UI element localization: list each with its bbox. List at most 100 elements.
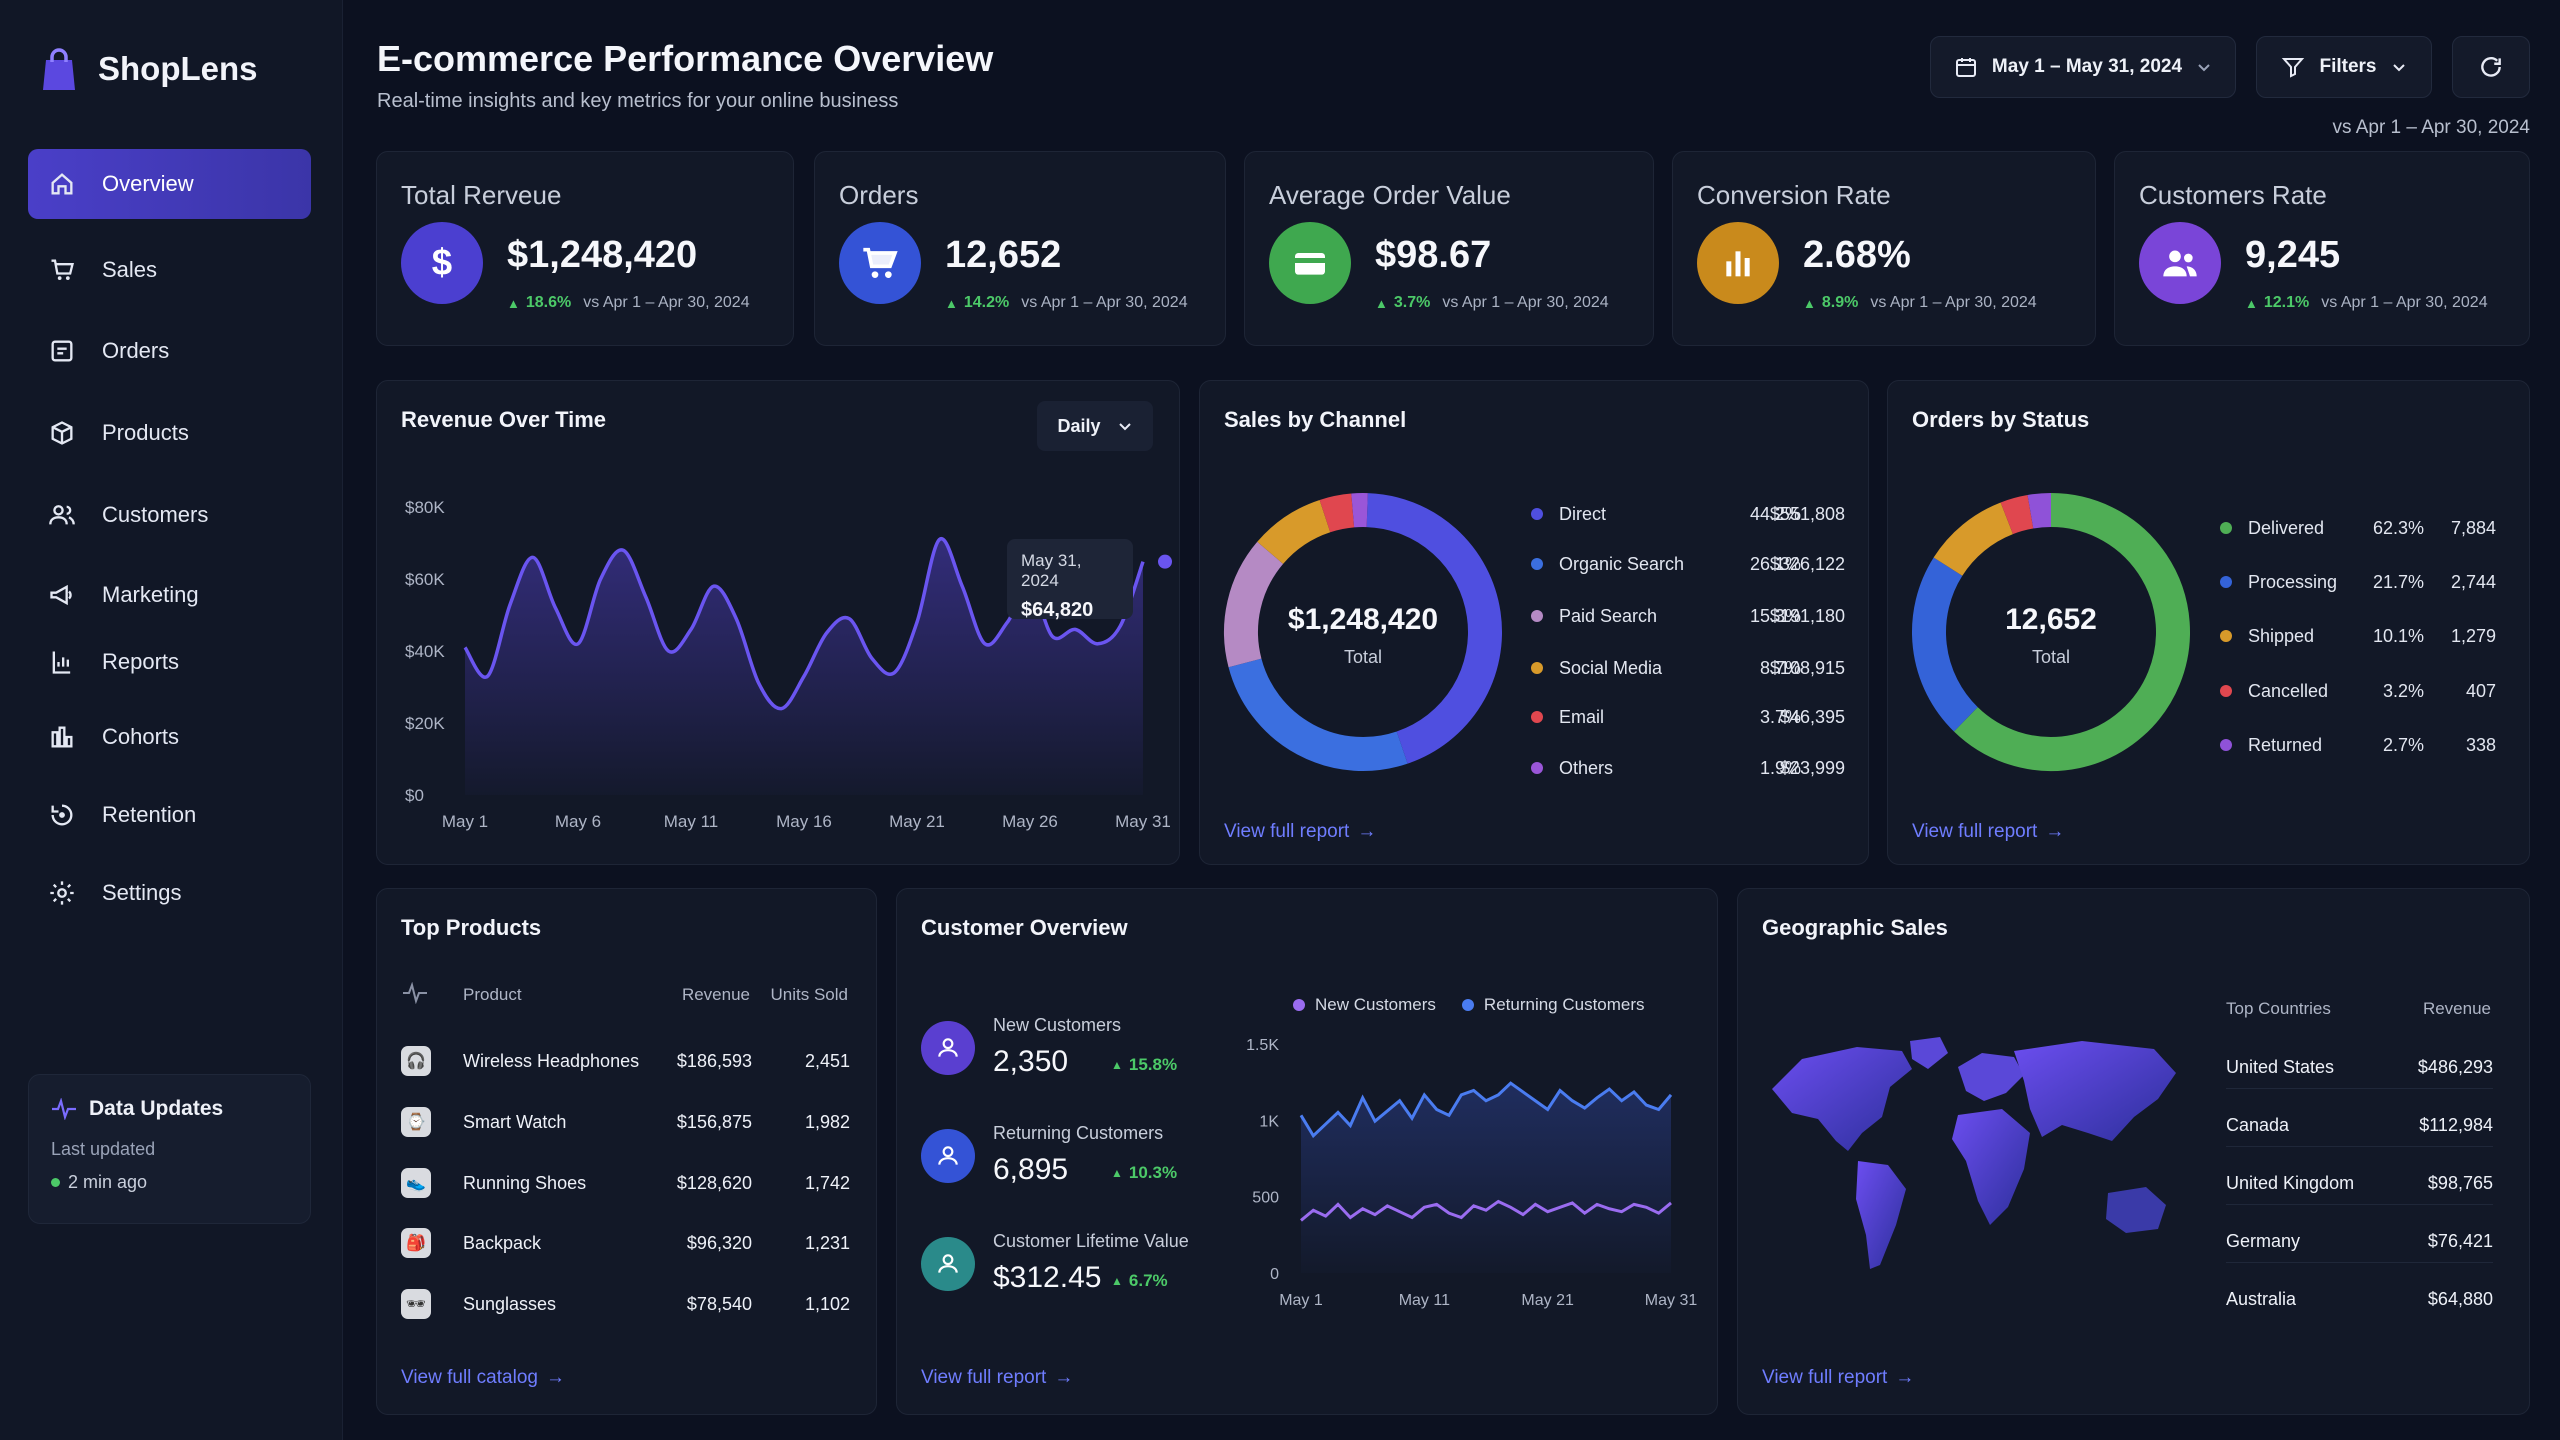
- geo-view-report-link[interactable]: View full report →: [1762, 1367, 1914, 1389]
- legend-name: Email: [1559, 706, 1605, 727]
- donut-slice-processing[interactable]: [1912, 557, 1979, 732]
- donut-slice-organic-search[interactable]: [1228, 658, 1408, 771]
- donut-slice-email[interactable]: [1319, 493, 1355, 533]
- donut-slice-returned[interactable]: [2027, 493, 2052, 529]
- kpi-card[interactable]: Average Order Value $98.67 ▲ 3.7% vs Apr 1 –…: [1244, 151, 1654, 346]
- donut-slice-direct[interactable]: [1366, 493, 1502, 764]
- sidebar-item-overview[interactable]: Overview: [28, 149, 311, 219]
- sidebar-item-retention[interactable]: Retention: [28, 780, 311, 850]
- product-row[interactable]: 🕶 Sunglasses $78,540 1,102: [377, 1284, 878, 1324]
- kpi-change-value: 8.9%: [1821, 294, 1859, 311]
- legend-name: Shipped: [2248, 625, 2315, 646]
- donut-slice-paid-search[interactable]: [1224, 541, 1284, 668]
- status-title: Orders by Status: [1912, 407, 2090, 432]
- bar-chart-icon: [1726, 251, 1750, 277]
- country-row[interactable]: Australia $64,880: [2226, 1281, 2493, 1321]
- product-units: 2,451: [804, 1051, 850, 1071]
- sidebar-item-marketing[interactable]: Marketing: [28, 560, 311, 630]
- kpi-card[interactable]: Total Rerveue $ $1,248,420 ▲ 18.6% vs Apr 1 –…: [376, 151, 794, 346]
- filters-button[interactable]: Filters: [2256, 36, 2432, 98]
- donut-slice-delivered[interactable]: [1953, 493, 2190, 771]
- legend-new: New Customers: [1315, 995, 1436, 1014]
- legend-row[interactable]: Delivered 62.3% 7,884: [2220, 517, 2496, 539]
- customer-legend: New Customers Returning Customers: [1293, 995, 1645, 1015]
- africa-shape: [1952, 1109, 2030, 1225]
- revenue-chart[interactable]: $80K $60K $40K $20K $0 May 1 May 6 May 11 May 16…: [377, 381, 1181, 866]
- app-name: ShopLens: [98, 50, 258, 87]
- legend-row[interactable]: Organic Search 26.1% $326,122: [1531, 553, 1845, 575]
- status-center-label: Total: [2031, 647, 2071, 667]
- sidebar-item-orders[interactable]: Orders: [28, 316, 311, 386]
- legend-name: Returned: [2248, 734, 2323, 755]
- donut-slice-social-media[interactable]: [1257, 499, 1331, 565]
- legend-row[interactable]: Cancelled 3.2% 407: [2220, 680, 2496, 702]
- kpi-change: ▲ 3.7% vs Apr 1 – Apr 30, 2024: [1375, 294, 1609, 312]
- legend-row[interactable]: Returned 2.7% 338: [2220, 734, 2496, 756]
- granularity-select[interactable]: Daily: [1037, 401, 1153, 451]
- x-tick-label: May 1: [1279, 1292, 1323, 1309]
- product-row[interactable]: 👟 Running Shoes $128,620 1,742: [377, 1163, 878, 1203]
- product-row[interactable]: 🎒 Backpack $96,320 1,231: [377, 1223, 878, 1263]
- legend-row[interactable]: Paid Search 15.3% $191,180: [1531, 605, 1845, 627]
- legend-row[interactable]: Others 1.9% $23,999: [1531, 757, 1845, 779]
- date-range-picker[interactable]: May 1 – May 31, 2024: [1930, 36, 2236, 98]
- product-row[interactable]: ⌚ Smart Watch $156,875 1,982: [377, 1102, 878, 1142]
- legend-value: 338: [2465, 734, 2496, 755]
- customer-view-report-link[interactable]: View full report →: [921, 1367, 1073, 1389]
- sidebar-item-reports[interactable]: Reports: [28, 627, 311, 697]
- sidebar-item-label: Reports: [102, 649, 180, 674]
- country-row[interactable]: United States $486,293: [2226, 1049, 2493, 1089]
- legend-row[interactable]: Shipped 10.1% 1,279: [2220, 625, 2496, 647]
- triangle-up-icon: ▲: [1803, 295, 1816, 311]
- legend-row[interactable]: Direct 44.2% $551,808: [1531, 503, 1845, 525]
- sidebar-item-sales[interactable]: Sales: [28, 235, 311, 305]
- logo[interactable]: ShopLens: [38, 46, 258, 92]
- legend-percent: 8.7%: [1759, 657, 1801, 678]
- revenue-over-time-card: Revenue Over Time Daily $80K $60K $40K $20K…: [376, 380, 1180, 865]
- kpi-card[interactable]: Customers Rate 9,245 ▲ 12.1% vs Apr 1 – Apr …: [2114, 151, 2530, 346]
- sidebar-item-label: Retention: [102, 802, 197, 827]
- kpi-change: ▲ 12.1% vs Apr 1 – Apr 30, 2024: [2245, 294, 2488, 312]
- country-row[interactable]: United Kingdom $98,765: [2226, 1165, 2493, 1205]
- chevron-down-icon: [2198, 64, 2210, 72]
- legend-row[interactable]: Email 3.7% $46,395: [1531, 706, 1845, 728]
- report-icon: [52, 651, 71, 674]
- chevron-down-icon: [2392, 64, 2405, 72]
- legend-percent: 3.7%: [1759, 706, 1801, 727]
- world-map[interactable]: [1762, 1029, 2182, 1289]
- chevron-down-icon: [1118, 423, 1131, 431]
- kpi-card[interactable]: Orders 12,652 ▲ 14.2% vs Apr 1 – Apr 30, 202…: [814, 151, 1226, 346]
- legend-row[interactable]: Processing 21.7% 2,744: [2220, 571, 2496, 593]
- australia-shape: [2106, 1187, 2166, 1233]
- last-updated-time: 2 min ago: [68, 1172, 148, 1192]
- view-catalog-link[interactable]: View full catalog →: [401, 1367, 565, 1389]
- country-row[interactable]: Canada $112,984: [2226, 1107, 2493, 1147]
- triangle-up-icon: ▲: [945, 295, 958, 311]
- x-tick-label: May 31: [1645, 1292, 1698, 1309]
- svg-text:$: $: [432, 243, 452, 283]
- sidebar-item-products[interactable]: Products: [28, 398, 311, 468]
- sidebar-item-settings[interactable]: Settings: [28, 858, 311, 928]
- legend-row[interactable]: Social Media 8.7% $108,915: [1531, 657, 1845, 679]
- status-view-report-link[interactable]: View full report →: [1912, 821, 2064, 843]
- product-revenue: $96,320: [686, 1233, 752, 1253]
- refresh-button[interactable]: [2452, 36, 2530, 98]
- donut-slice-cancelled[interactable]: [2000, 494, 2034, 535]
- product-row[interactable]: 🎧 Wireless Headphones $186,593 2,451: [377, 1041, 878, 1081]
- legend-percent: 62.3%: [2372, 517, 2424, 538]
- status-donut[interactable]: [1906, 487, 2196, 777]
- kpi-card[interactable]: Conversion Rate 2.68% ▲ 8.9% vs Apr 1 – Apr …: [1672, 151, 2096, 346]
- kpi-icon: [2139, 222, 2221, 304]
- kpi-icon: $: [401, 222, 483, 304]
- channel-view-report-link[interactable]: View full report →: [1224, 821, 1376, 843]
- donut-slice-shipped[interactable]: [1933, 502, 2014, 577]
- sidebar-item-customers[interactable]: Customers: [28, 480, 311, 550]
- y-tick-label: 1.5K: [1246, 1037, 1279, 1054]
- channel-donut[interactable]: [1218, 487, 1508, 777]
- country-row[interactable]: Germany $76,421: [2226, 1223, 2493, 1263]
- customer-link-label: View full report: [921, 1367, 1047, 1388]
- product-revenue: $78,540: [686, 1294, 752, 1314]
- sidebar-item-cohorts[interactable]: Cohorts: [28, 702, 311, 772]
- kpi-value: 2.68%: [1803, 234, 1911, 276]
